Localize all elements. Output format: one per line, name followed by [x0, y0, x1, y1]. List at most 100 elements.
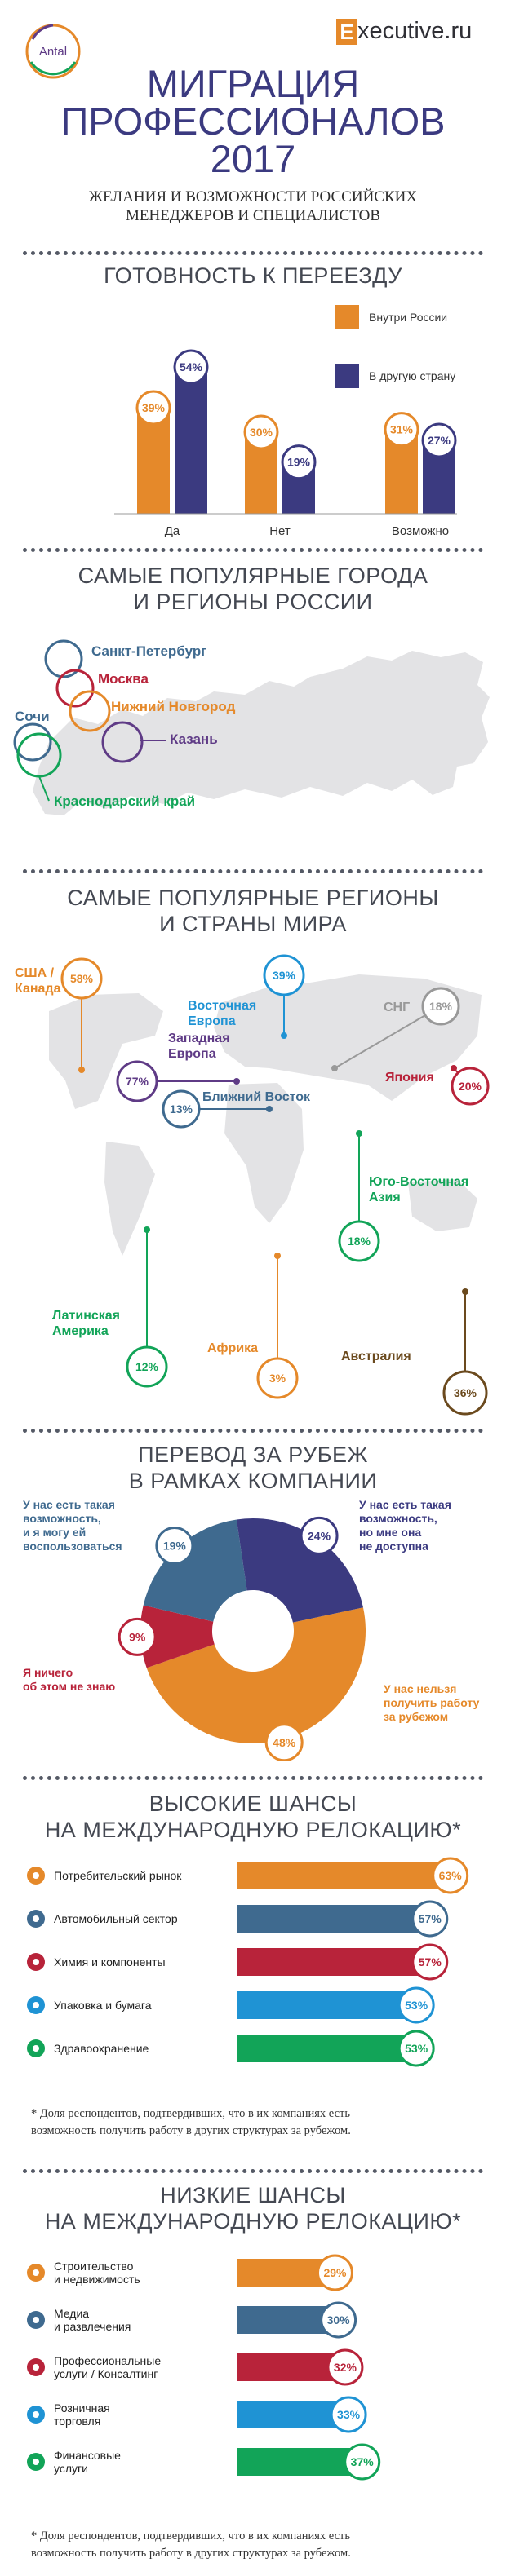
region-value-badge	[60, 957, 103, 1000]
region-label: Африка	[207, 1341, 258, 1355]
bar-category-label: услуги	[54, 2462, 88, 2475]
bar-category-label: Финансовые	[54, 2449, 121, 2462]
russia-title: САМЫЕ ПОПУЛЯРНЫЕ ГОРОДА И РЕГИОНЫ РОССИИ	[0, 563, 506, 615]
africa-landmass	[224, 1083, 304, 1223]
hbar-value-badge	[320, 2301, 357, 2339]
hbar-value-badge	[397, 2030, 435, 2067]
pie-label: Я ничего	[23, 1666, 73, 1679]
pie-label: возможность,	[23, 1512, 101, 1525]
pie-label: не доступна	[359, 1540, 428, 1553]
readiness-title: ГОТОВНОСТЬ К ПЕРЕЕЗДУ	[104, 263, 402, 288]
hbar-value-badge	[330, 2396, 367, 2433]
divider	[23, 548, 483, 552]
hbar-3	[237, 2401, 349, 2428]
hbar-value: 53%	[405, 2042, 428, 2055]
region-value: 13%	[170, 1102, 193, 1116]
city-marker-1	[55, 669, 95, 708]
region-value-badge	[116, 1060, 158, 1102]
region-value: 18%	[429, 1000, 453, 1013]
pie-value: 19%	[163, 1539, 187, 1552]
russia-title-line1: САМЫЕ ПОПУЛЯРНЫЕ ГОРОДА	[78, 563, 428, 588]
hbar-value-badge	[344, 2443, 381, 2481]
legend-swatch	[335, 364, 359, 388]
divider	[23, 251, 483, 255]
region-label: Восточная	[188, 999, 256, 1013]
region-value-badge	[256, 1357, 299, 1399]
bar-category-label: Потребительский рынок	[54, 1869, 182, 1882]
hbar-value: 57%	[419, 1912, 442, 1925]
pie-value-badge	[264, 1723, 304, 1761]
high-footnote: * Доля респондентов, подтвердивших, что …	[31, 2105, 478, 2140]
high-footnote-line1: * Доля респондентов, подтвердивших, что …	[31, 2107, 350, 2120]
high-chance-chart: Потребительский рынок 63% Автомобильный се…	[27, 1857, 469, 2067]
north-america-landmass	[49, 993, 163, 1109]
region-value-badge	[451, 1067, 490, 1106]
bar-category-label: Строительство	[54, 2260, 134, 2273]
bar-category-label: и развлечения	[54, 2320, 131, 2333]
high-footnote-line2: возможность получить работу в других стр…	[31, 2124, 351, 2137]
bar-value-badge	[384, 412, 419, 448]
region-pin	[266, 1106, 273, 1112]
region-label: Азия	[369, 1191, 401, 1204]
region-value: 20%	[459, 1080, 482, 1093]
high-title-line1: ВЫСОКИЕ ШАНСЫ	[149, 1792, 357, 1816]
executive-logo-letter: E	[336, 18, 357, 45]
region-value-badge	[126, 1345, 168, 1388]
high-title-line2: НА МЕЖДУНАРОДНУЮ РЕЛОКАЦИЮ*	[44, 1818, 462, 1842]
region-value: 77%	[126, 1075, 149, 1088]
region-label: Австралия	[341, 1350, 411, 1363]
transfer-title: ПЕРЕВОД ЗА РУБЕЖ В РАМКАХ КОМПАНИИ	[0, 1442, 506, 1494]
pie-label: У нас есть такая	[23, 1498, 115, 1511]
bar-category-label: услуги / Консалтинг	[54, 2367, 158, 2380]
city-label: Нижний Новгород	[111, 699, 236, 714]
city-label: Санкт-Петербург	[91, 643, 206, 659]
bar-russia-0	[137, 408, 170, 514]
hbar-value: 32%	[334, 2361, 357, 2374]
page-title-line2: ПРОФЕССИОНАЛОВ	[60, 99, 446, 143]
city-label: Казань	[170, 731, 218, 747]
city-label: Краснодарский край	[54, 793, 195, 809]
pie-label: получить работу	[384, 1696, 480, 1709]
region-value-badge	[338, 1220, 380, 1262]
box-icon-glyph	[33, 2002, 39, 2008]
region-pin	[331, 1065, 338, 1071]
pie-value-badge	[118, 1617, 157, 1656]
crane-icon-glyph	[33, 2269, 39, 2276]
city-marker-3	[13, 722, 52, 762]
bar-category-label: Химия и компоненты	[54, 1955, 166, 1968]
hbar-value-badge	[397, 1986, 435, 2024]
legend-swatch	[335, 305, 359, 329]
hbar-4	[237, 2035, 417, 2062]
page-title-line1: МИГРАЦИЯ	[146, 62, 360, 105]
pie-value: 48%	[273, 1736, 296, 1749]
bar-value-badge	[135, 390, 171, 426]
bar-value-label: 39%	[142, 401, 166, 414]
pie-label: за рубежом	[384, 1710, 448, 1723]
readiness-chart: 39% 54% Да 30% 19% Нет 31% 27% Возможно Внутри Ро…	[114, 305, 457, 538]
region-pin	[144, 1226, 150, 1233]
bar-category-label: Автомобильный сектор	[54, 1912, 178, 1925]
pie-slice-2	[143, 1519, 247, 1622]
pie-label: и я могу ей	[23, 1526, 86, 1539]
bar-value-label: 31%	[390, 423, 414, 436]
car-icon-glyph	[33, 1915, 39, 1922]
briefcase-icon-glyph	[33, 2364, 39, 2371]
city-label: Сочи	[15, 709, 50, 724]
eurasia-landmass	[214, 974, 482, 1101]
bag-icon-glyph	[33, 2411, 39, 2418]
region-pin	[281, 1032, 287, 1039]
page-title-line3: 2017	[210, 137, 296, 180]
region-label: Европа	[188, 1014, 236, 1028]
page-title: МИГРАЦИЯ ПРОФЕССИОНАЛОВ 2017	[0, 62, 506, 180]
bar-value-badge	[243, 414, 279, 450]
pie-slice-1	[140, 1605, 215, 1668]
pie-value: 9%	[129, 1630, 146, 1643]
south-america-landmass	[104, 1142, 155, 1256]
pie-slice-3	[236, 1518, 363, 1623]
antal-logo: Antal	[24, 23, 82, 80]
hbar-value-badge	[432, 1857, 469, 1894]
region-label: Япония	[385, 1071, 434, 1085]
pie-label: возможность,	[359, 1512, 437, 1525]
hbar-value: 37%	[351, 2455, 375, 2468]
